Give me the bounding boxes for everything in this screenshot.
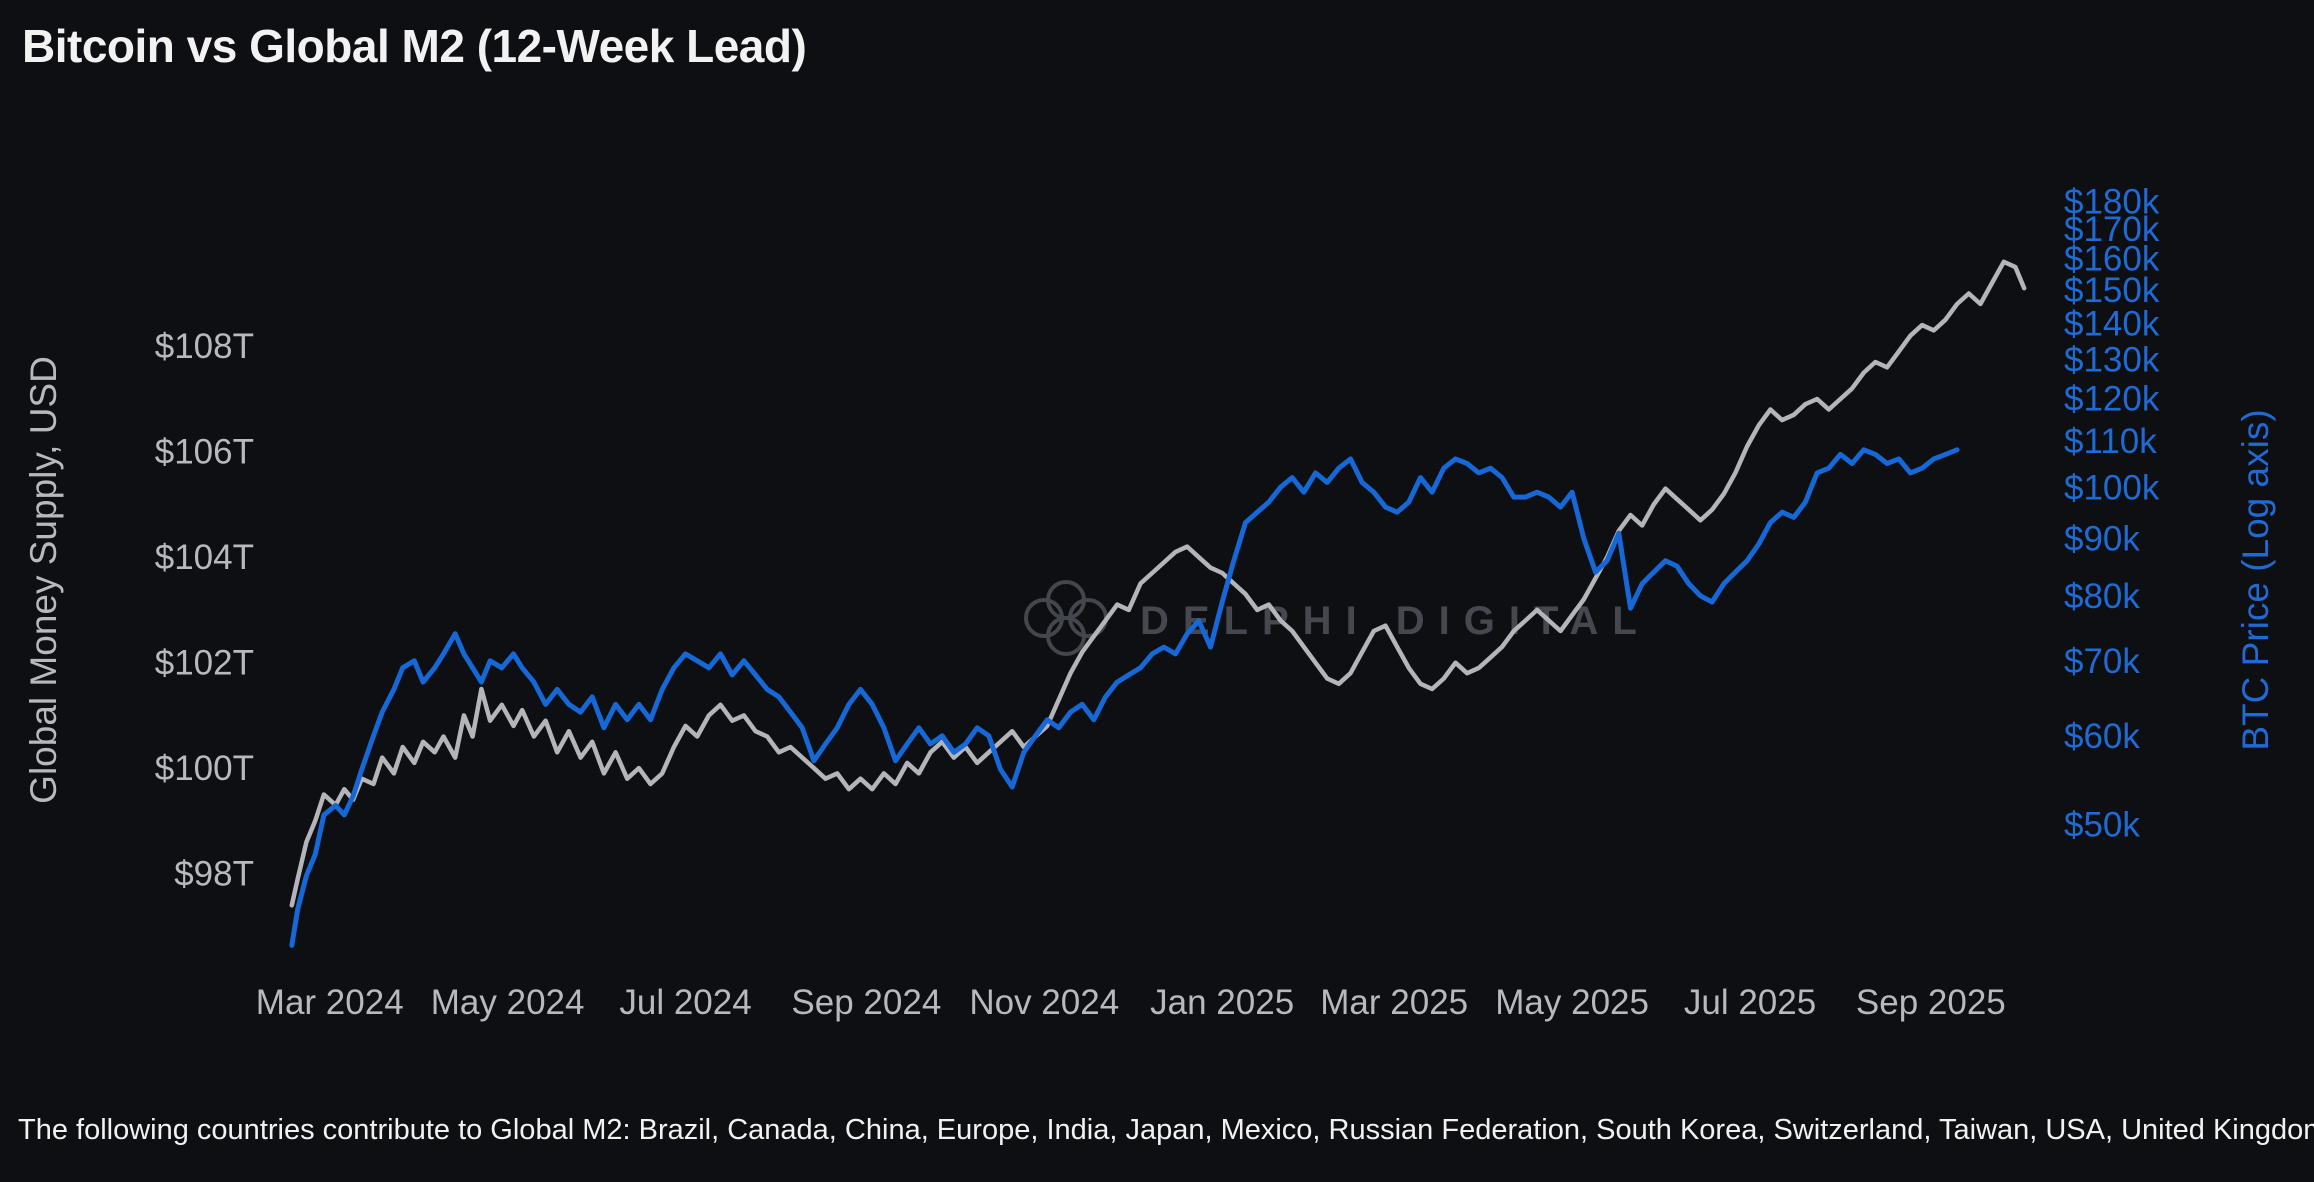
y-right-tick-label: $60k — [2064, 717, 2140, 756]
y-left-axis-label: Global Money Supply, USD — [23, 356, 64, 804]
x-tick-label: Mar 2025 — [1320, 983, 1468, 1022]
y-right-tick-label: $140k — [2064, 305, 2160, 344]
x-tick-label: Mar 2024 — [256, 983, 404, 1022]
y-right-tick-label: $170k — [2064, 210, 2160, 249]
y-right-tick-label: $160k — [2064, 240, 2160, 279]
y-left-tick-label: $98T — [174, 855, 254, 894]
x-tick-label: May 2024 — [431, 983, 585, 1022]
y-right-tick-label: $80k — [2064, 577, 2140, 616]
chart-title: Bitcoin vs Global M2 (12-Week Lead) — [22, 20, 806, 72]
y-right-tick-label: $120k — [2064, 380, 2160, 419]
series-layer — [289, 259, 2027, 948]
x-tick-label: Sep 2025 — [1856, 983, 2006, 1022]
y-right-tick-label: $90k — [2064, 520, 2140, 559]
btc-series-line — [289, 447, 1960, 948]
y-left-tick-label: $108T — [155, 327, 254, 366]
x-tick-label: Nov 2024 — [969, 983, 1119, 1022]
y-left-tick-label: $102T — [155, 644, 254, 683]
y-left-tick-label: $106T — [155, 433, 254, 472]
y-right-axis-label: BTC Price (Log axis) — [2235, 409, 2276, 750]
footnote: The following countries contribute to Gl… — [18, 1114, 2314, 1146]
y-right-tick-label: $110k — [2064, 422, 2157, 461]
y-right-tick-label: $180k — [2064, 182, 2160, 221]
x-tick-label: Jul 2024 — [619, 983, 751, 1022]
x-ticks: Mar 2024 May 2024 Jul 2024 Sep 2024 Nov 2024… — [256, 983, 2006, 1022]
x-tick-label: Sep 2024 — [791, 983, 941, 1022]
y-right-tick-label: $70k — [2064, 642, 2140, 681]
y-right-ticks: $50k $60k $70k $80k $90k $100k $110k$120k$130k… — [2064, 182, 2160, 844]
y-left-tick-label: $100T — [155, 749, 254, 788]
y-right-tick-label: $130k — [2064, 341, 2160, 380]
y-right-tick-label: $100k — [2064, 468, 2160, 507]
delphi-logo-icon — [1024, 580, 1108, 656]
x-tick-label: Jan 2025 — [1150, 983, 1294, 1022]
y-left-tick-label: $104T — [155, 538, 254, 577]
m2-series-line — [289, 259, 2027, 908]
x-tick-label: May 2025 — [1495, 983, 1649, 1022]
x-tick-label: Jul 2025 — [1684, 983, 1816, 1022]
y-right-tick-label: $150k — [2064, 271, 2160, 310]
y-right-tick-label: $50k — [2064, 805, 2140, 844]
y-left-ticks: $98T $100T $102T $104T $106T $108T — [155, 327, 254, 893]
